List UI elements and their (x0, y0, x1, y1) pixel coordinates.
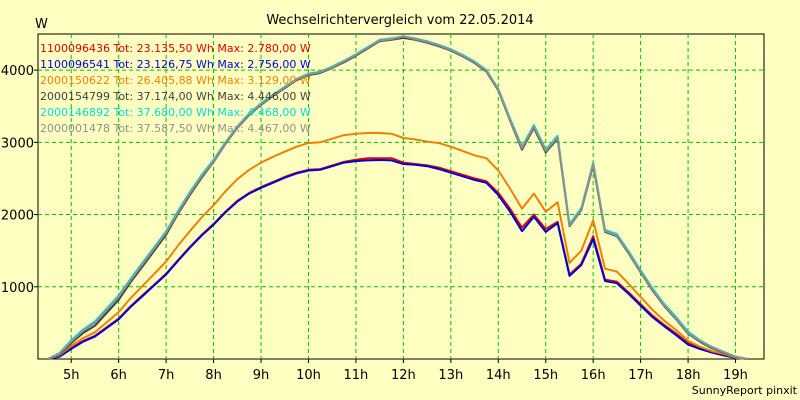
series-line-1100096541 (47, 159, 748, 360)
y-axis-unit-label: W (35, 17, 48, 32)
x-tick-label: 9h (253, 368, 270, 383)
legend-entry-2000001478: 2000001478 Tot: 37.587,50 Wh Max: 4.467,… (40, 122, 311, 135)
series-line-2000001478 (47, 35, 748, 360)
x-tick-label: 17h (628, 368, 653, 383)
axes: 5h 6h 7h 8h 9h 10h 11h 12h 13h 14h 15h 16h 17h 18h 19h… (1, 64, 748, 383)
y-tick-label: 3000 (1, 136, 34, 151)
x-tick-label: 19h (723, 368, 748, 383)
grid (38, 34, 764, 359)
series-lines (47, 35, 748, 360)
x-tick-label: 16h (581, 368, 606, 383)
x-tick-label: 12h (391, 368, 416, 383)
y-tick-label: 4000 (1, 64, 34, 79)
y-tick-label: 1000 (1, 281, 34, 296)
legend-entry-2000154799: 2000154799 Tot: 37.174,00 Wh Max: 4.446,… (40, 90, 311, 103)
x-tick-label: 7h (158, 368, 175, 383)
x-tick-label: 13h (438, 368, 463, 383)
chart-title: Wechselrichtervergleich vom 22.05.2014 (266, 13, 533, 28)
x-tick-label: 14h (486, 368, 511, 383)
legend-entry-2000150622: 2000150622 Tot: 26.405,88 Wh Max: 3.129,… (40, 74, 311, 87)
legend-entry-1100096436: 1100096436 Tot: 23.135,50 Wh Max: 2.780,… (40, 42, 311, 55)
footer-credit: SunnyReport pinxit (692, 384, 798, 397)
x-tick-label: 11h (344, 368, 369, 383)
y-tick-label: 2000 (1, 209, 34, 224)
x-tick-label: 5h (63, 368, 80, 383)
legend: 1100096436 Tot: 23.135,50 Wh Max: 2.780,… (40, 42, 311, 135)
legend-entry-2000146892: 2000146892 Tot: 37.680,00 Wh Max: 4.468,… (40, 106, 311, 119)
x-tick-label: 6h (110, 368, 127, 383)
x-tick-label: 18h (676, 368, 701, 383)
legend-entry-1100096541: 1100096541 Tot: 23.126,75 Wh Max: 2.756,… (40, 58, 311, 71)
x-tick-label: 10h (296, 368, 321, 383)
x-tick-label: 15h (533, 368, 558, 383)
x-tick-label: 8h (205, 368, 222, 383)
series-line-2000150622 (47, 132, 748, 360)
plot-area (37, 33, 765, 360)
